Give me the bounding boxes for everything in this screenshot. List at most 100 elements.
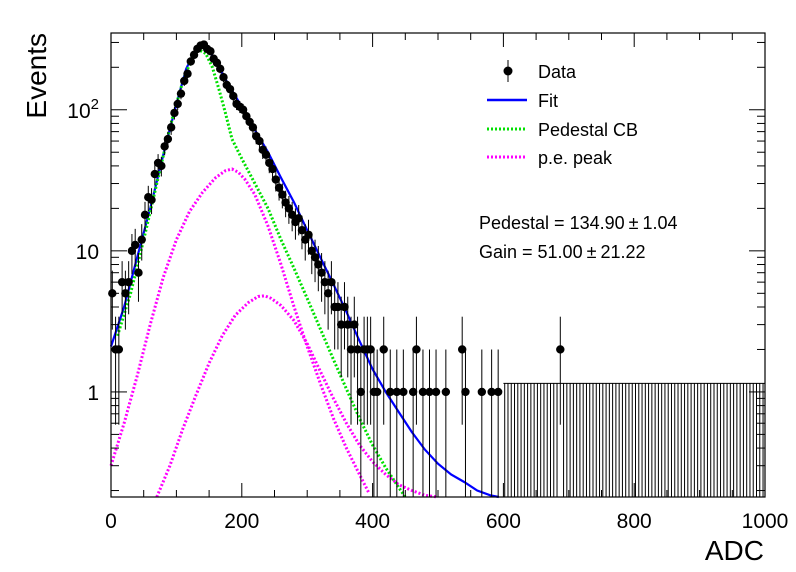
data-point xyxy=(556,345,565,354)
data-point xyxy=(248,123,258,132)
data-point xyxy=(140,210,150,220)
data-point xyxy=(323,289,333,298)
data-point xyxy=(255,136,264,146)
data-point xyxy=(392,387,401,397)
data-point xyxy=(353,345,362,354)
data-point xyxy=(284,204,294,213)
x-tick-label: 0 xyxy=(105,510,117,533)
fit-result-err: 1.04 xyxy=(643,213,678,233)
data-point xyxy=(327,277,336,287)
data-point xyxy=(408,387,418,397)
data-point xyxy=(297,226,307,235)
x-tick-label: 200 xyxy=(224,510,259,533)
data-point xyxy=(350,320,359,329)
y-tick-label-exponent: 2 xyxy=(91,96,99,113)
x-tick-label: 800 xyxy=(617,510,652,533)
data-point xyxy=(294,214,303,223)
x-axis-ticks xyxy=(110,33,766,497)
legend-label-data: Data xyxy=(538,62,577,82)
data-point xyxy=(219,73,228,82)
data-point xyxy=(431,387,441,397)
data-point xyxy=(157,161,166,171)
fit-result-line: Pedestal = 134.90 ±1.04 xyxy=(479,213,678,233)
data-point xyxy=(287,210,297,220)
data-point xyxy=(337,320,346,329)
x-axis-tick-labels: 0 200 400 600 800 1000 xyxy=(105,510,788,533)
data-point xyxy=(372,387,382,397)
curve-fit xyxy=(109,44,500,499)
data-point xyxy=(366,345,375,354)
data-point xyxy=(124,277,133,287)
fit-result-pm: ± xyxy=(629,213,639,233)
data-point xyxy=(343,320,352,329)
y-axis-title: Events xyxy=(21,33,52,119)
data-point xyxy=(183,69,192,78)
data-point xyxy=(130,240,140,250)
fit-result-line: Gain = 51.00 ±21.22 xyxy=(479,242,646,262)
data-point xyxy=(412,345,421,354)
data-point xyxy=(320,277,330,287)
data-point xyxy=(379,345,388,354)
data-point xyxy=(137,235,146,244)
data-point xyxy=(493,387,503,397)
fit-result-err: 21.22 xyxy=(600,242,645,262)
y-axis-ticks xyxy=(111,41,765,492)
fit-result-pm: ± xyxy=(587,242,597,262)
legend: Data Fit Pedestal CB p.e. peak xyxy=(487,60,638,168)
data-point xyxy=(356,387,366,397)
data-point xyxy=(317,268,326,277)
data-point xyxy=(307,246,316,256)
x-axis-title: ADC xyxy=(705,535,764,566)
y-tick-label: 102 xyxy=(67,96,99,123)
x-tick-label: 1000 xyxy=(742,510,789,533)
y-tick-label-base: 10 xyxy=(67,100,90,123)
data-points xyxy=(108,40,565,397)
x-tick-label: 400 xyxy=(355,510,390,533)
x-tick-label: 600 xyxy=(486,510,521,533)
curve-pedestal-cb xyxy=(116,48,407,498)
plot-frame xyxy=(110,32,766,498)
data-point xyxy=(461,387,470,397)
legend-label-p-e-peak: p.e. peak xyxy=(538,148,613,168)
data-point xyxy=(160,142,169,151)
y-tick-label: 1 xyxy=(87,382,99,405)
data-point xyxy=(425,387,434,397)
data-point xyxy=(457,345,467,354)
data-point xyxy=(310,253,320,262)
data-point xyxy=(186,57,195,66)
curve-p-e-peak xyxy=(109,167,371,495)
fit-result-text: Gain = 51.00 xyxy=(479,242,583,262)
data-point xyxy=(163,134,173,144)
data-point xyxy=(147,195,156,205)
data-point xyxy=(216,64,225,74)
data-point xyxy=(274,183,284,192)
data-point xyxy=(477,387,487,397)
data-point xyxy=(170,108,179,118)
data-point xyxy=(314,260,323,269)
data-point xyxy=(418,387,428,397)
data-point xyxy=(225,84,235,94)
data-point xyxy=(268,164,277,174)
data-point xyxy=(333,302,343,312)
y-tick-label: 10 xyxy=(76,241,99,264)
data-point xyxy=(117,277,127,287)
data-point xyxy=(121,289,130,298)
data-point xyxy=(271,175,281,184)
data-point xyxy=(386,387,395,397)
data-point xyxy=(180,76,189,86)
data-point xyxy=(150,169,160,179)
data-point xyxy=(261,150,271,159)
data-point xyxy=(399,387,408,397)
data-error-bars xyxy=(110,41,765,497)
data-point xyxy=(340,302,349,312)
data-point xyxy=(229,91,238,101)
data-point xyxy=(176,89,186,98)
data-point xyxy=(134,268,143,277)
data-point xyxy=(346,345,356,354)
data-point xyxy=(206,47,215,56)
fit-result-text: Pedestal = 134.90 xyxy=(479,213,625,233)
data-point xyxy=(166,123,176,132)
